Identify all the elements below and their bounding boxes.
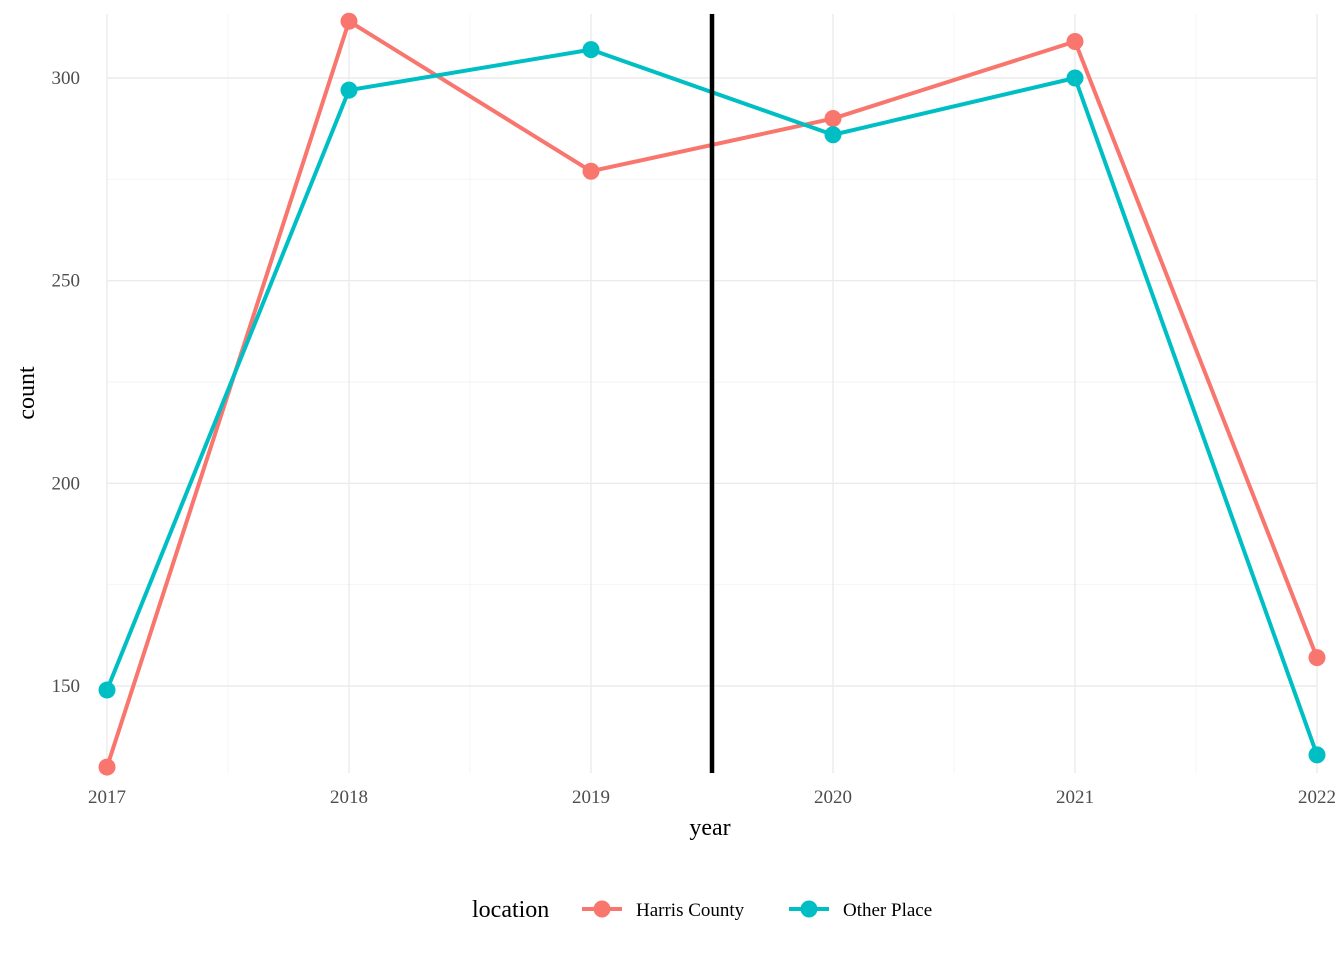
data-point (824, 110, 842, 128)
data-point (824, 126, 842, 144)
y-tick-label: 300 (52, 68, 81, 89)
major-gridlines (106, 14, 1318, 773)
legend: location Harris County Other Place (472, 897, 932, 923)
x-tick-label: 2017 (88, 787, 126, 808)
data-point (1308, 649, 1326, 667)
y-axis-ticks: 150 200 250 300 (52, 68, 81, 697)
legend-title: location (472, 897, 549, 923)
legend-items: Harris County Other Place (582, 900, 932, 921)
y-tick-label: 200 (52, 473, 81, 494)
y-tick-label: 250 (52, 271, 81, 292)
data-point (1308, 746, 1326, 764)
data-point (1066, 69, 1084, 87)
data-point (1066, 33, 1084, 51)
data-point (340, 81, 358, 99)
legend-label: Other Place (843, 900, 932, 921)
data-point (582, 162, 600, 180)
x-tick-label: 2020 (814, 787, 852, 808)
data-point (98, 758, 116, 776)
series-points (98, 12, 1326, 776)
data-point (582, 41, 600, 59)
x-tick-label: 2021 (1056, 787, 1094, 808)
legend-key-point (593, 900, 611, 918)
x-tick-label: 2019 (572, 787, 610, 808)
y-axis-title: count (14, 366, 40, 420)
legend-label: Harris County (636, 900, 745, 921)
data-point (340, 12, 358, 30)
x-tick-label: 2022 (1298, 787, 1336, 808)
x-axis-title: year (689, 815, 730, 841)
legend-key-point (800, 900, 818, 918)
data-point (98, 681, 116, 699)
x-tick-label: 2018 (330, 787, 368, 808)
y-tick-label: 150 (52, 676, 81, 697)
x-axis-ticks: 2017 2018 2019 2020 2021 2022 (88, 787, 1336, 808)
